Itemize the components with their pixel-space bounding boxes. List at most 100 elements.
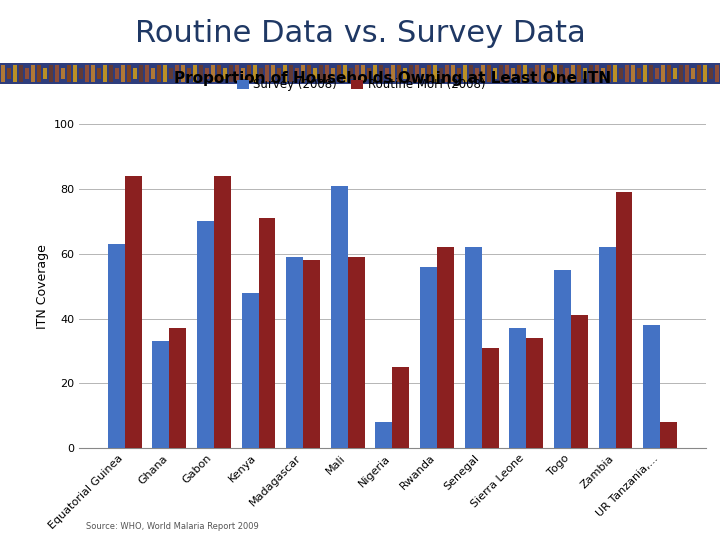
Bar xyxy=(276,68,281,79)
Bar xyxy=(109,65,113,82)
Bar xyxy=(625,65,629,82)
Bar xyxy=(199,65,203,82)
Bar xyxy=(258,218,276,448)
Legend: Survey (2008), Routine MoH (2008): Survey (2008), Routine MoH (2008) xyxy=(232,73,490,96)
Bar xyxy=(451,65,455,82)
Bar xyxy=(169,328,186,448)
Bar xyxy=(375,422,392,448)
Bar xyxy=(528,68,533,79)
Bar xyxy=(175,65,179,82)
Bar xyxy=(132,68,137,79)
Bar xyxy=(679,65,683,82)
Bar xyxy=(685,65,689,82)
Bar xyxy=(649,65,653,82)
Bar xyxy=(283,65,287,82)
Bar xyxy=(343,65,347,82)
Bar xyxy=(708,68,713,79)
Bar xyxy=(186,68,191,79)
Bar xyxy=(67,65,71,82)
Bar xyxy=(217,65,221,82)
Bar xyxy=(384,68,389,79)
Bar xyxy=(150,68,155,79)
Bar xyxy=(427,65,431,82)
Bar xyxy=(554,270,571,448)
Bar xyxy=(247,65,251,82)
Bar xyxy=(24,68,29,79)
Bar xyxy=(145,65,149,82)
Bar xyxy=(438,68,443,79)
Bar xyxy=(437,247,454,448)
Text: Source: WHO, World Malaria Report 2009: Source: WHO, World Malaria Report 2009 xyxy=(86,522,259,531)
Bar xyxy=(577,65,581,82)
Bar xyxy=(37,65,41,82)
Bar xyxy=(464,247,482,448)
Bar xyxy=(589,65,593,82)
Bar xyxy=(181,65,185,82)
Bar xyxy=(91,65,95,82)
Bar xyxy=(96,68,101,79)
Bar xyxy=(535,65,539,82)
Bar xyxy=(613,65,617,82)
Bar xyxy=(307,65,311,82)
Bar xyxy=(571,65,575,82)
Bar xyxy=(510,68,515,79)
Bar xyxy=(505,65,509,82)
Bar xyxy=(31,65,35,82)
Bar xyxy=(211,65,215,82)
Bar xyxy=(379,65,383,82)
Bar xyxy=(312,68,317,79)
Bar xyxy=(121,65,125,82)
Bar xyxy=(667,65,671,82)
Bar xyxy=(13,65,17,82)
Bar xyxy=(636,68,641,79)
Bar xyxy=(319,65,323,82)
Bar xyxy=(420,68,425,79)
Bar xyxy=(509,328,526,448)
Bar xyxy=(415,65,419,82)
Bar xyxy=(456,68,461,79)
Bar xyxy=(103,65,107,82)
Bar xyxy=(168,68,173,79)
Bar xyxy=(355,65,359,82)
Bar xyxy=(373,65,377,82)
Bar xyxy=(553,65,557,82)
Bar xyxy=(482,348,499,448)
Bar xyxy=(433,65,437,82)
Bar xyxy=(571,315,588,448)
Bar xyxy=(564,68,569,79)
Bar xyxy=(289,65,293,82)
Bar xyxy=(690,68,695,79)
Bar xyxy=(337,65,341,82)
Bar xyxy=(631,65,635,82)
Bar xyxy=(127,65,131,82)
Bar xyxy=(672,68,677,79)
Bar xyxy=(559,65,563,82)
Bar xyxy=(582,68,587,79)
Bar xyxy=(222,68,227,79)
Bar xyxy=(481,65,485,82)
Bar xyxy=(6,68,11,79)
Bar xyxy=(108,244,125,448)
Bar xyxy=(643,325,660,448)
Title: Proportion of Households Owning at Least One ITN: Proportion of Households Owning at Least… xyxy=(174,71,611,85)
Bar xyxy=(19,65,23,82)
Bar xyxy=(420,267,437,448)
Bar xyxy=(402,68,407,79)
Bar xyxy=(294,68,299,79)
Bar xyxy=(241,293,258,448)
Bar xyxy=(392,367,410,448)
Bar xyxy=(193,65,197,82)
Bar xyxy=(703,65,707,82)
Bar xyxy=(1,65,5,82)
Y-axis label: ITN Coverage: ITN Coverage xyxy=(36,244,49,329)
Bar xyxy=(469,65,473,82)
Bar xyxy=(391,65,395,82)
Bar xyxy=(258,68,263,79)
Bar xyxy=(654,68,659,79)
Bar xyxy=(463,65,467,82)
Bar xyxy=(153,341,169,448)
Bar xyxy=(715,65,719,82)
Bar xyxy=(286,257,303,448)
Bar xyxy=(526,338,544,448)
Bar xyxy=(85,65,89,82)
